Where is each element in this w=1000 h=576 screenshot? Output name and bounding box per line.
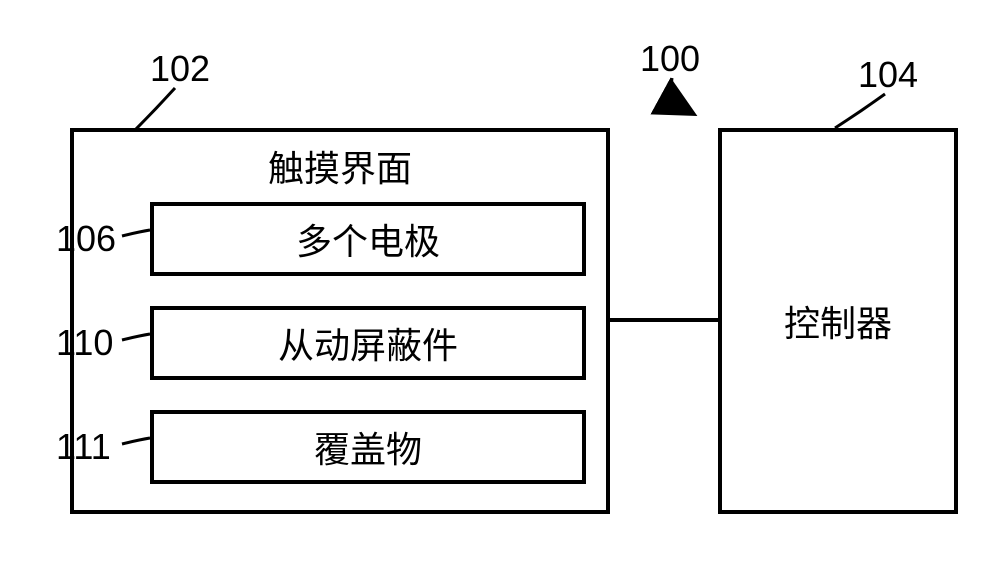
leader-lines — [0, 0, 1000, 576]
leader-l104 — [835, 94, 885, 128]
leader-l111 — [122, 438, 150, 444]
leader-l102 — [135, 88, 175, 130]
leader-l100 — [671, 78, 690, 112]
leader-l106 — [122, 230, 150, 236]
leader-l110 — [122, 334, 150, 340]
diagram-canvas: 触摸界面多个电极从动屏蔽件覆盖物控制器100102104106110111 — [0, 0, 1000, 576]
